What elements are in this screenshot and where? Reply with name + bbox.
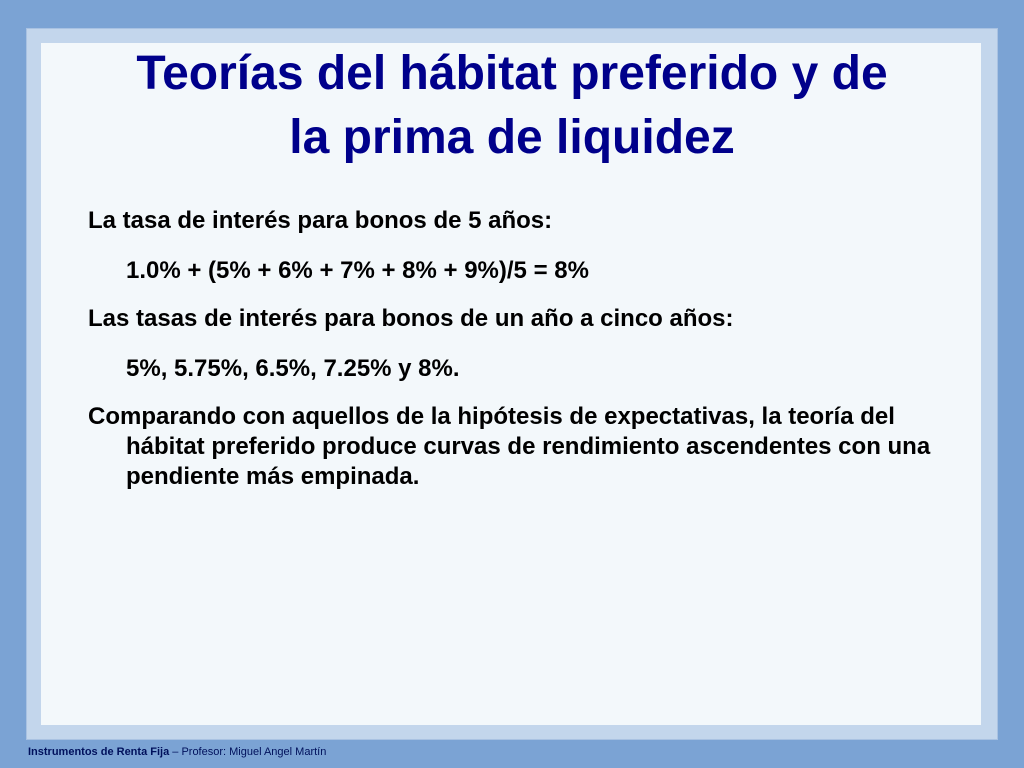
title-line-2: la prima de liquidez (289, 111, 735, 164)
title-line-1: Teorías del hábitat preferido y de (136, 47, 888, 100)
bullet-comparison: Comparando con aquellos de la hipótesis … (88, 403, 931, 490)
bullet-5yr-rate-heading: La tasa de interés para bonos de 5 años: (88, 207, 553, 234)
bullet-1to5yr-rates-values: 5%, 5.75%, 6.5%, 7.25% y 8%. (126, 355, 460, 382)
footer-separator: – (169, 746, 182, 758)
footer-professor: Profesor: Miguel Angel Martín (181, 746, 327, 758)
footer-course: Instrumentos de Renta Fija (28, 746, 170, 758)
bullet-5yr-rate-formula: 1.0% + (5% + 6% + 7% + 8% + 9%)/5 = 8% (126, 257, 589, 284)
slide-body: La tasa de interés para bonos de 5 años:… (88, 206, 958, 508)
slide-panel (41, 43, 981, 725)
footer: Instrumentos de Renta Fija – Profesor: M… (28, 746, 326, 758)
bullet-1to5yr-rates-heading: Las tasas de interés para bonos de un añ… (88, 305, 734, 332)
slide-title: Teorías del hábitat preferido y de la pr… (0, 42, 1024, 170)
